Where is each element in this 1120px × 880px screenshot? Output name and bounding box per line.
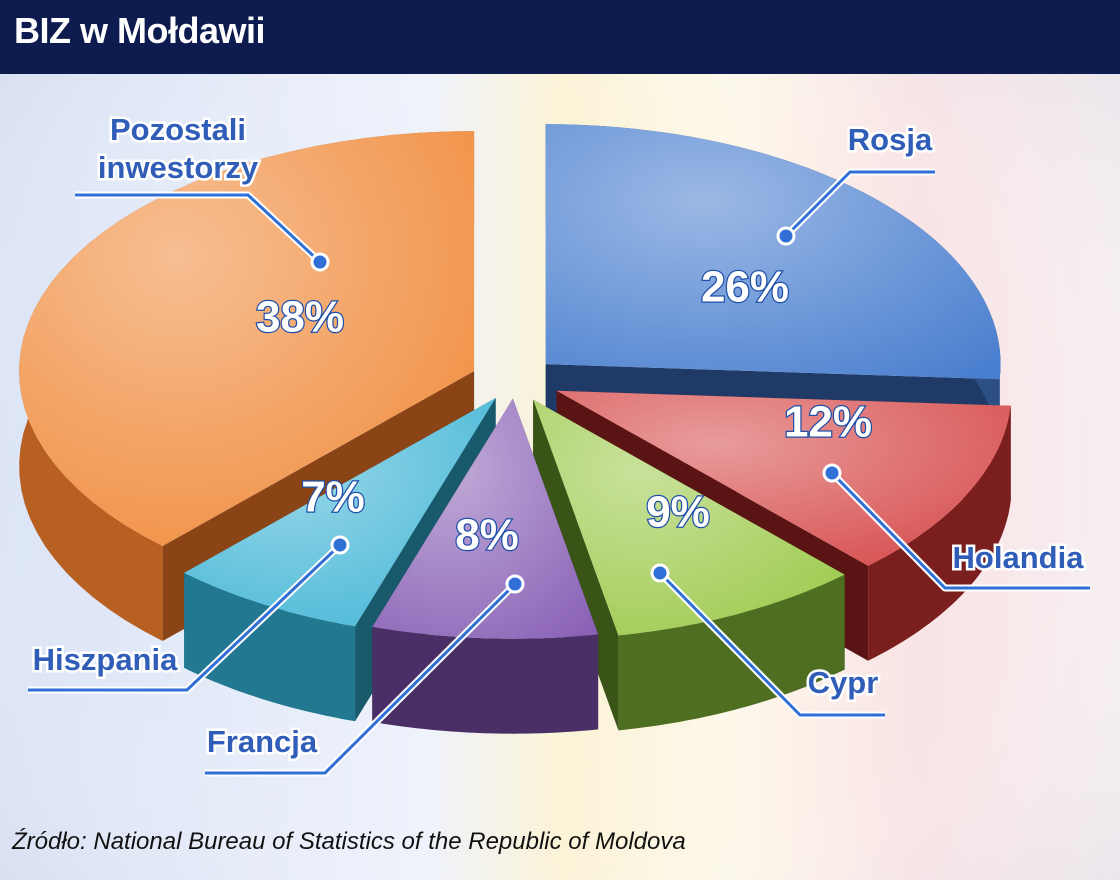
slice-highlight [372, 398, 599, 639]
slice-highlight [556, 390, 1011, 566]
callout-francja: Francja [204, 574, 525, 777]
pie-slice-francja [372, 398, 599, 734]
legend-label-cypr: Cypr [808, 665, 879, 700]
leader-line [75, 193, 322, 264]
slice-highlight [184, 397, 496, 627]
legend-label-pozostali-inwestorzy: Pozostali inwestorzy [98, 112, 259, 185]
leader-dot [776, 226, 796, 246]
data-label-pozostali-inwestorzy: 38% [256, 293, 344, 342]
slice-outer-wall [868, 405, 1011, 661]
title-bar: BIZ w Mołdawii [0, 0, 1120, 74]
leader-line [658, 571, 885, 717]
pie-slice-cypr [533, 399, 845, 731]
leader-line [28, 543, 342, 692]
legend-label-francja: Francja [207, 724, 318, 759]
leader-dot [310, 252, 330, 272]
legend-label-hiszpania: Hiszpania [33, 642, 178, 677]
leader-line [205, 582, 517, 775]
slice-highlight [533, 399, 845, 636]
slice-outer-wall [372, 626, 599, 734]
data-label-francja: 8% [455, 511, 519, 560]
slice-highlight [19, 131, 475, 546]
callout-pozostali-inwestorzy: Pozostali inwestorzy [75, 110, 330, 272]
callout-rosja: Rosja [776, 120, 935, 246]
callout-hiszpania: Hiszpania [28, 535, 350, 694]
legend-label-rosja: Rosja [848, 122, 933, 157]
slice-outer-wall [184, 572, 356, 722]
chart-title: BIZ w Mołdawii [14, 10, 266, 51]
data-label-holandia: 12% [784, 398, 872, 447]
leader-line [830, 471, 1090, 590]
data-label-cypr: 9% [646, 488, 710, 537]
source-note: Źródło: National Bureau of Statistics of… [12, 828, 686, 855]
leader-dot [822, 463, 842, 483]
callout-holandia: Holandia [822, 463, 1090, 592]
data-label-hiszpania: 7% [301, 473, 365, 522]
slice-highlight [545, 124, 1001, 380]
leader-dot [505, 574, 525, 594]
callout-cypr: Cypr [650, 563, 885, 719]
data-label-rosja: 26% [701, 263, 789, 312]
slice-outer-wall [618, 574, 845, 731]
legend-label-holandia: Holandia [953, 540, 1085, 575]
leader-dot [650, 563, 670, 583]
leader-line [784, 170, 935, 238]
leader-dot [330, 535, 350, 555]
